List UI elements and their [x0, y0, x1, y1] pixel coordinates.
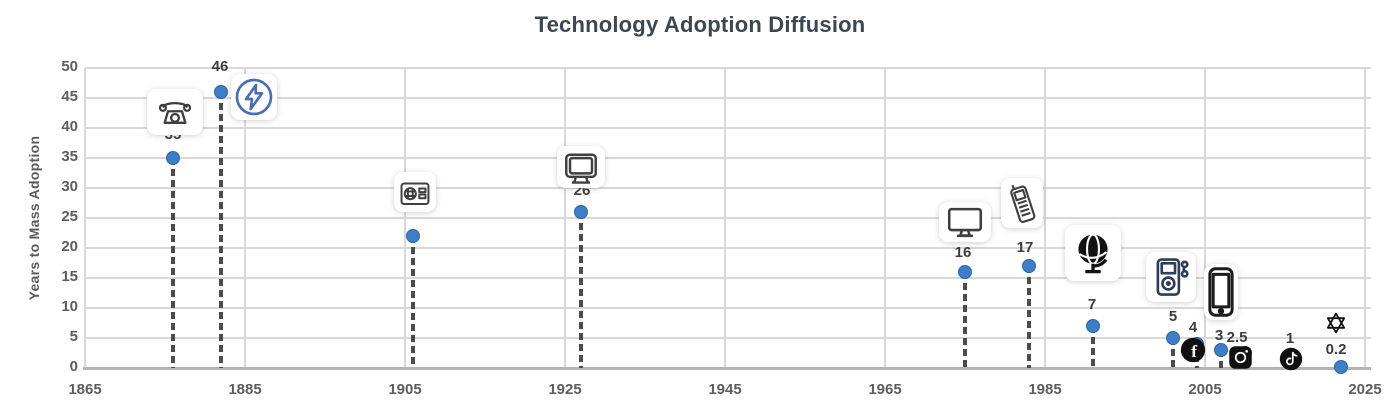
value-label-internet: 7: [1087, 296, 1097, 313]
x-tick-label: 1965: [868, 381, 902, 398]
x-tick-label: 1885: [228, 381, 262, 398]
x-tick-label: 2005: [1188, 381, 1222, 398]
radio-icon: [394, 172, 436, 212]
data-point-telephone: [166, 151, 180, 165]
value-label-mobile-phone: 17: [1016, 239, 1034, 256]
value-label-electricity: 46: [211, 58, 229, 75]
stem-radio: [411, 236, 415, 368]
y-tick-label: 50: [61, 58, 78, 75]
value-label-ipod: 5: [1168, 308, 1178, 325]
tiktok-icon: [1279, 347, 1303, 371]
y-tick-label: 10: [61, 298, 78, 315]
y-tick-label: 25: [61, 208, 78, 225]
globe-icon: [1065, 225, 1121, 281]
h-gridline: [85, 277, 1371, 279]
x-tick-label: 1905: [388, 381, 422, 398]
data-point-smartphone: [1214, 343, 1228, 357]
instagram-icon: [1228, 345, 1253, 370]
telephone-icon: [147, 89, 203, 135]
stem-ipod: [1171, 338, 1175, 368]
y-tick-label: 30: [61, 178, 78, 195]
data-point-radio: [406, 229, 420, 243]
x-tick-label: 1925: [548, 381, 582, 398]
h-gridline: [85, 247, 1371, 249]
value-label-personal-computer: 16: [954, 244, 972, 261]
h-gridline: [85, 337, 1371, 339]
y-tick-label: 5: [69, 328, 78, 345]
stem-internet: [1091, 326, 1095, 368]
smartphone-icon: [1204, 264, 1238, 320]
h-gridline: [85, 187, 1371, 189]
v-gridline: [884, 68, 886, 368]
value-label-instagram: 2.5: [1226, 329, 1248, 346]
v-gridline: [1364, 68, 1366, 368]
y-tick-label: 35: [61, 148, 78, 165]
stem-television: [579, 212, 583, 368]
y-tick-label: 45: [61, 88, 78, 105]
v-gridline: [244, 68, 246, 368]
electricity-icon: [231, 74, 277, 120]
value-label-chatgpt: 0.2: [1325, 340, 1347, 358]
tv-icon: [557, 146, 605, 188]
stem-personal-computer: [963, 272, 967, 368]
x-tick-label: 1945: [708, 381, 742, 398]
ipod-icon: [1146, 252, 1196, 302]
data-point-personal-computer: [958, 265, 972, 279]
v-gridline: [724, 68, 726, 368]
svg-text:f: f: [1191, 342, 1197, 361]
h-gridline: [85, 97, 1371, 99]
stem-mobile-phone: [1027, 266, 1031, 368]
h-gridline: [85, 307, 1371, 309]
h-gridline: [85, 157, 1371, 159]
v-gridline: [1204, 68, 1206, 368]
h-gridline: [85, 127, 1371, 129]
stem-electricity: [219, 92, 223, 368]
data-point-internet: [1086, 319, 1100, 333]
facebook-icon: f: [1180, 337, 1206, 363]
stem-smartphone: [1219, 350, 1223, 368]
chatgpt-icon: [1324, 310, 1348, 336]
h-gridline: [85, 217, 1371, 219]
data-point-mobile-phone: [1022, 259, 1036, 273]
y-tick-label: 0: [69, 358, 78, 375]
y-tick-label: 40: [61, 118, 78, 135]
data-point-chatgpt: [1334, 359, 1348, 374]
y-tick-label: 20: [61, 238, 78, 255]
h-gridline: [85, 67, 1371, 69]
x-tick-label: 1865: [68, 381, 102, 398]
v-gridline: [404, 68, 406, 368]
v-gridline: [1044, 68, 1046, 368]
stem-telephone: [171, 158, 175, 368]
x-tick-label: 1985: [1028, 381, 1062, 398]
value-label-facebook: 4: [1188, 319, 1198, 336]
data-point-television: [574, 205, 588, 219]
x-tick-label: 2025: [1348, 381, 1382, 398]
y-tick-label: 15: [61, 268, 78, 285]
data-point-ipod: [1166, 331, 1180, 345]
computer-icon: [939, 202, 991, 242]
data-point-electricity: [214, 85, 228, 99]
mobile-phone-icon: [1001, 178, 1043, 228]
x-axis-line: [83, 367, 1371, 370]
chart-title: Technology Adoption Diffusion: [534, 12, 866, 37]
v-gridline: [84, 68, 86, 368]
value-label-smartphone: 3: [1214, 327, 1224, 344]
value-label-tiktok: 1: [1285, 330, 1295, 347]
v-gridline: [564, 68, 566, 368]
